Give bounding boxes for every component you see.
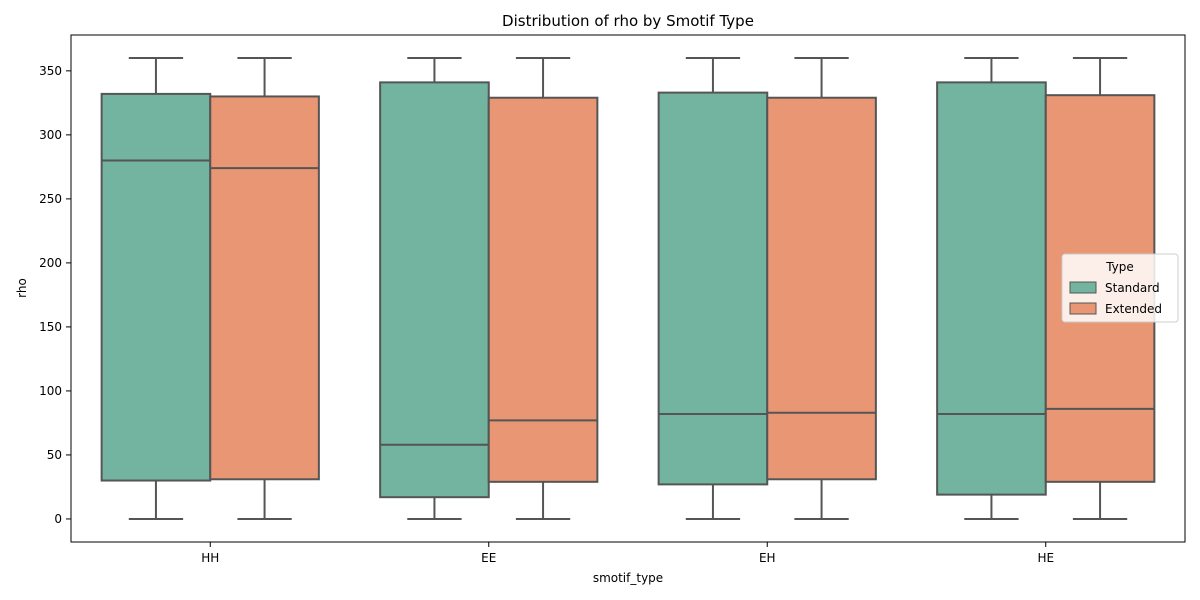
y-tick-label: 150	[39, 320, 62, 334]
box-standard-hh	[100, 57, 212, 520]
legend-swatch-standard	[1069, 281, 1097, 294]
x-tick-label: EH	[759, 551, 776, 565]
iqr-box	[100, 92, 212, 482]
box-extended-hh	[209, 57, 320, 520]
legend-swatch-extended	[1069, 302, 1097, 315]
x-tick-label: HE	[1037, 551, 1054, 565]
iqr-box	[209, 95, 320, 481]
plot-area	[100, 57, 1156, 520]
box-standard-he	[936, 57, 1047, 520]
y-axis-label: rho	[15, 278, 29, 298]
iqr-box	[936, 81, 1047, 496]
axes: 0 50 100 150 200 250 300 350 HH EE EH HE	[39, 34, 1186, 565]
y-tick-label: 100	[39, 384, 62, 398]
iqr-box	[487, 96, 599, 483]
box-extended-eh	[766, 57, 877, 520]
legend: Type Standard Extended	[1061, 253, 1179, 323]
iqr-box	[657, 91, 769, 486]
chart-title: Distribution of rho by Smotif Type	[502, 12, 754, 30]
y-tick-label: 200	[39, 256, 62, 270]
y-tick-label: 50	[47, 448, 62, 462]
x-axis-label: smotif_type	[593, 571, 663, 585]
legend-label-standard: Standard	[1105, 281, 1160, 295]
legend-label-extended: Extended	[1105, 302, 1162, 316]
box-extended-ee	[487, 57, 599, 520]
y-tick-label: 0	[54, 512, 62, 526]
box-standard-ee	[379, 57, 490, 520]
y-tick-label: 300	[39, 128, 62, 142]
iqr-box	[379, 81, 490, 499]
x-tick-label: EE	[481, 551, 496, 565]
y-tick-label: 250	[39, 192, 62, 206]
iqr-box	[766, 96, 877, 481]
y-tick-label: 350	[39, 64, 62, 78]
x-tick-label: HH	[201, 551, 219, 565]
axes-frame	[70, 34, 1186, 543]
box-standard-eh	[657, 57, 769, 520]
legend-title: Type	[1105, 260, 1134, 274]
